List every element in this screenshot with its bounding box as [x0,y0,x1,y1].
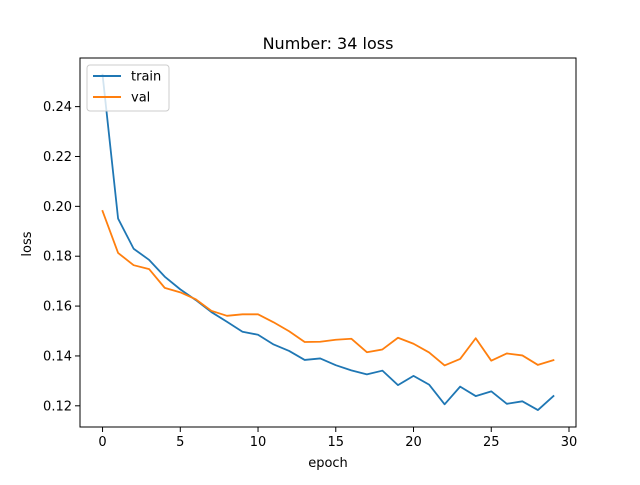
legend-train-label: train [131,70,161,85]
legend: train val [86,64,170,112]
x-tick-label-0: 0 [98,435,106,450]
legend-val-label: val [131,91,150,106]
plot-frame [79,57,577,428]
x-tick-label-30: 30 [561,435,578,450]
x-tick-label-20: 20 [405,435,422,450]
x-tick-label-15: 15 [328,435,345,450]
y-tick-label-0.16: 0.16 [43,300,72,315]
series-line-train [101,73,555,411]
y-tick-label-0.22: 0.22 [43,150,72,165]
plot-lines [101,73,555,411]
y-tick-label-0.20: 0.20 [43,200,72,215]
x-axis-label: epoch [308,456,348,471]
x-tick-label-10: 10 [250,435,267,450]
y-tick-label-0.18: 0.18 [43,250,72,265]
x-tick-label-5: 5 [176,435,184,450]
axis-ticks: 0 5 10 15 20 25 30 0.12 0.14 0.16 0.18 0.20 0.22 0.24 [43,100,577,450]
y-axis-label: loss [20,231,35,256]
x-tick-label-25: 25 [483,435,500,450]
y-tick-label-0.12: 0.12 [43,399,72,414]
y-tick-label-0.24: 0.24 [43,100,72,115]
series-line-val [101,209,555,367]
chart-title: Number: 34 loss [263,34,394,53]
y-tick-label-0.14: 0.14 [43,349,72,364]
